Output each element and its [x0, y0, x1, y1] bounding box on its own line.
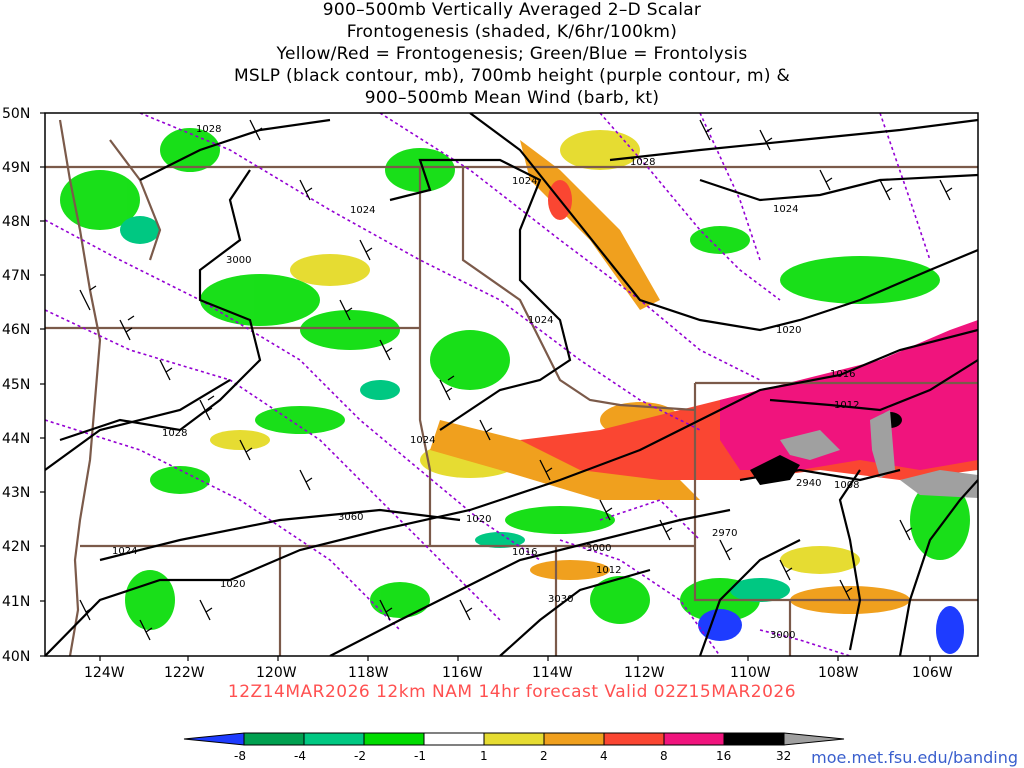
state-borders [45, 119, 978, 656]
mslp-label-group: 1028 1028 1024 1024 1024 1024 1028 1024 … [112, 124, 859, 590]
mslp-label: 1020 [220, 579, 245, 590]
mslp-label: 1024 [512, 176, 537, 187]
mslp-label: 1024 [112, 546, 137, 557]
colorbar-tick: -4 [294, 749, 306, 763]
lat-label: 50N [2, 106, 30, 122]
lat-label: 40N [2, 649, 30, 665]
mslp-label: 1020 [776, 325, 801, 336]
title-line-2: Frontogenesis (shaded, K/6hr/100km) [346, 22, 678, 42]
colorbar-tick: -2 [354, 749, 366, 763]
lat-label: 43N [2, 485, 30, 501]
title-line-1: 900–500mb Vertically Averaged 2–D Scalar [322, 0, 702, 20]
lon-label: 114W [532, 665, 573, 681]
lat-label: 45N [2, 377, 30, 393]
colorbar-tick: -1 [414, 749, 426, 763]
mslp-label: 1024 [773, 204, 798, 215]
title-line-4: MSLP (black contour, mb), 700mb height (… [233, 66, 791, 86]
mslp-label: 1024 [350, 205, 375, 216]
lon-labels: 124W 122W 120W 118W 116W 114W 112W 110W … [84, 665, 953, 681]
height-contours [45, 113, 931, 656]
lon-label: 124W [84, 665, 125, 681]
height-label: 3000 [586, 543, 611, 554]
mslp-label: 1008 [834, 480, 859, 491]
height-label: 3000 [770, 630, 795, 641]
lat-label: 48N [2, 214, 30, 230]
title-line-3: Yellow/Red = Frontogenesis; Green/Blue =… [276, 44, 748, 64]
colorbar-tick: 1 [480, 749, 488, 763]
lon-label: 112W [624, 665, 665, 681]
mslp-label: 1028 [630, 157, 655, 168]
height-label-group: 3000 3060 3000 3030 2970 2940 3000 [226, 255, 821, 641]
mslp-label: 1028 [162, 428, 187, 439]
colorbar-tick: 4 [600, 749, 608, 763]
mslp-label: 1024 [528, 315, 553, 326]
lon-label: 106W [912, 665, 953, 681]
colorbar-tick: 16 [716, 749, 731, 763]
colorbar-tick: -8 [234, 749, 246, 763]
colorbar-tick: 8 [660, 749, 668, 763]
height-label: 2970 [712, 528, 737, 539]
mslp-label: 1020 [466, 514, 491, 525]
lon-label: 120W [256, 665, 297, 681]
mslp-label: 1012 [596, 565, 621, 576]
lat-axis [40, 112, 45, 657]
lon-label: 108W [818, 665, 859, 681]
mslp-label: 1016 [512, 547, 537, 558]
colorbar-tick: 2 [540, 749, 548, 763]
lat-label: 44N [2, 431, 30, 447]
lon-axis [99, 656, 931, 661]
lat-label: 49N [2, 160, 30, 176]
lon-label: 116W [442, 665, 483, 681]
lon-label: 118W [348, 665, 389, 681]
lat-label: 41N [2, 594, 30, 610]
title-line-5: 900–500mb Mean Wind (barb, kt) [364, 88, 660, 108]
height-label: 3060 [338, 512, 363, 523]
lat-label: 47N [2, 268, 30, 284]
lat-labels: 50N 49N 48N 47N 46N 45N 44N 43N 42N 41N … [2, 106, 30, 665]
mslp-label: 1012 [834, 400, 859, 411]
colorbar: -8 -4 -2 -1 1 2 4 8 16 32 [183, 732, 845, 763]
mslp-contours [45, 113, 978, 656]
lat-label: 46N [2, 322, 30, 338]
mslp-label: 1024 [410, 435, 435, 446]
wind-barbs [79, 119, 953, 641]
lon-label: 110W [730, 665, 771, 681]
height-label: 3000 [226, 255, 251, 266]
height-label: 2940 [796, 478, 821, 489]
mslp-label: 1028 [196, 124, 221, 135]
colorbar-tick: 32 [776, 749, 791, 763]
source-url: moe.met.fsu.edu/banding [811, 748, 1018, 767]
lon-label: 122W [164, 665, 205, 681]
lat-label: 42N [2, 539, 30, 555]
height-label: 3030 [548, 594, 573, 605]
mslp-label: 1016 [830, 369, 855, 380]
valid-time-line: 12Z14MAR2026 12km NAM 14hr forecast Vali… [227, 682, 797, 702]
